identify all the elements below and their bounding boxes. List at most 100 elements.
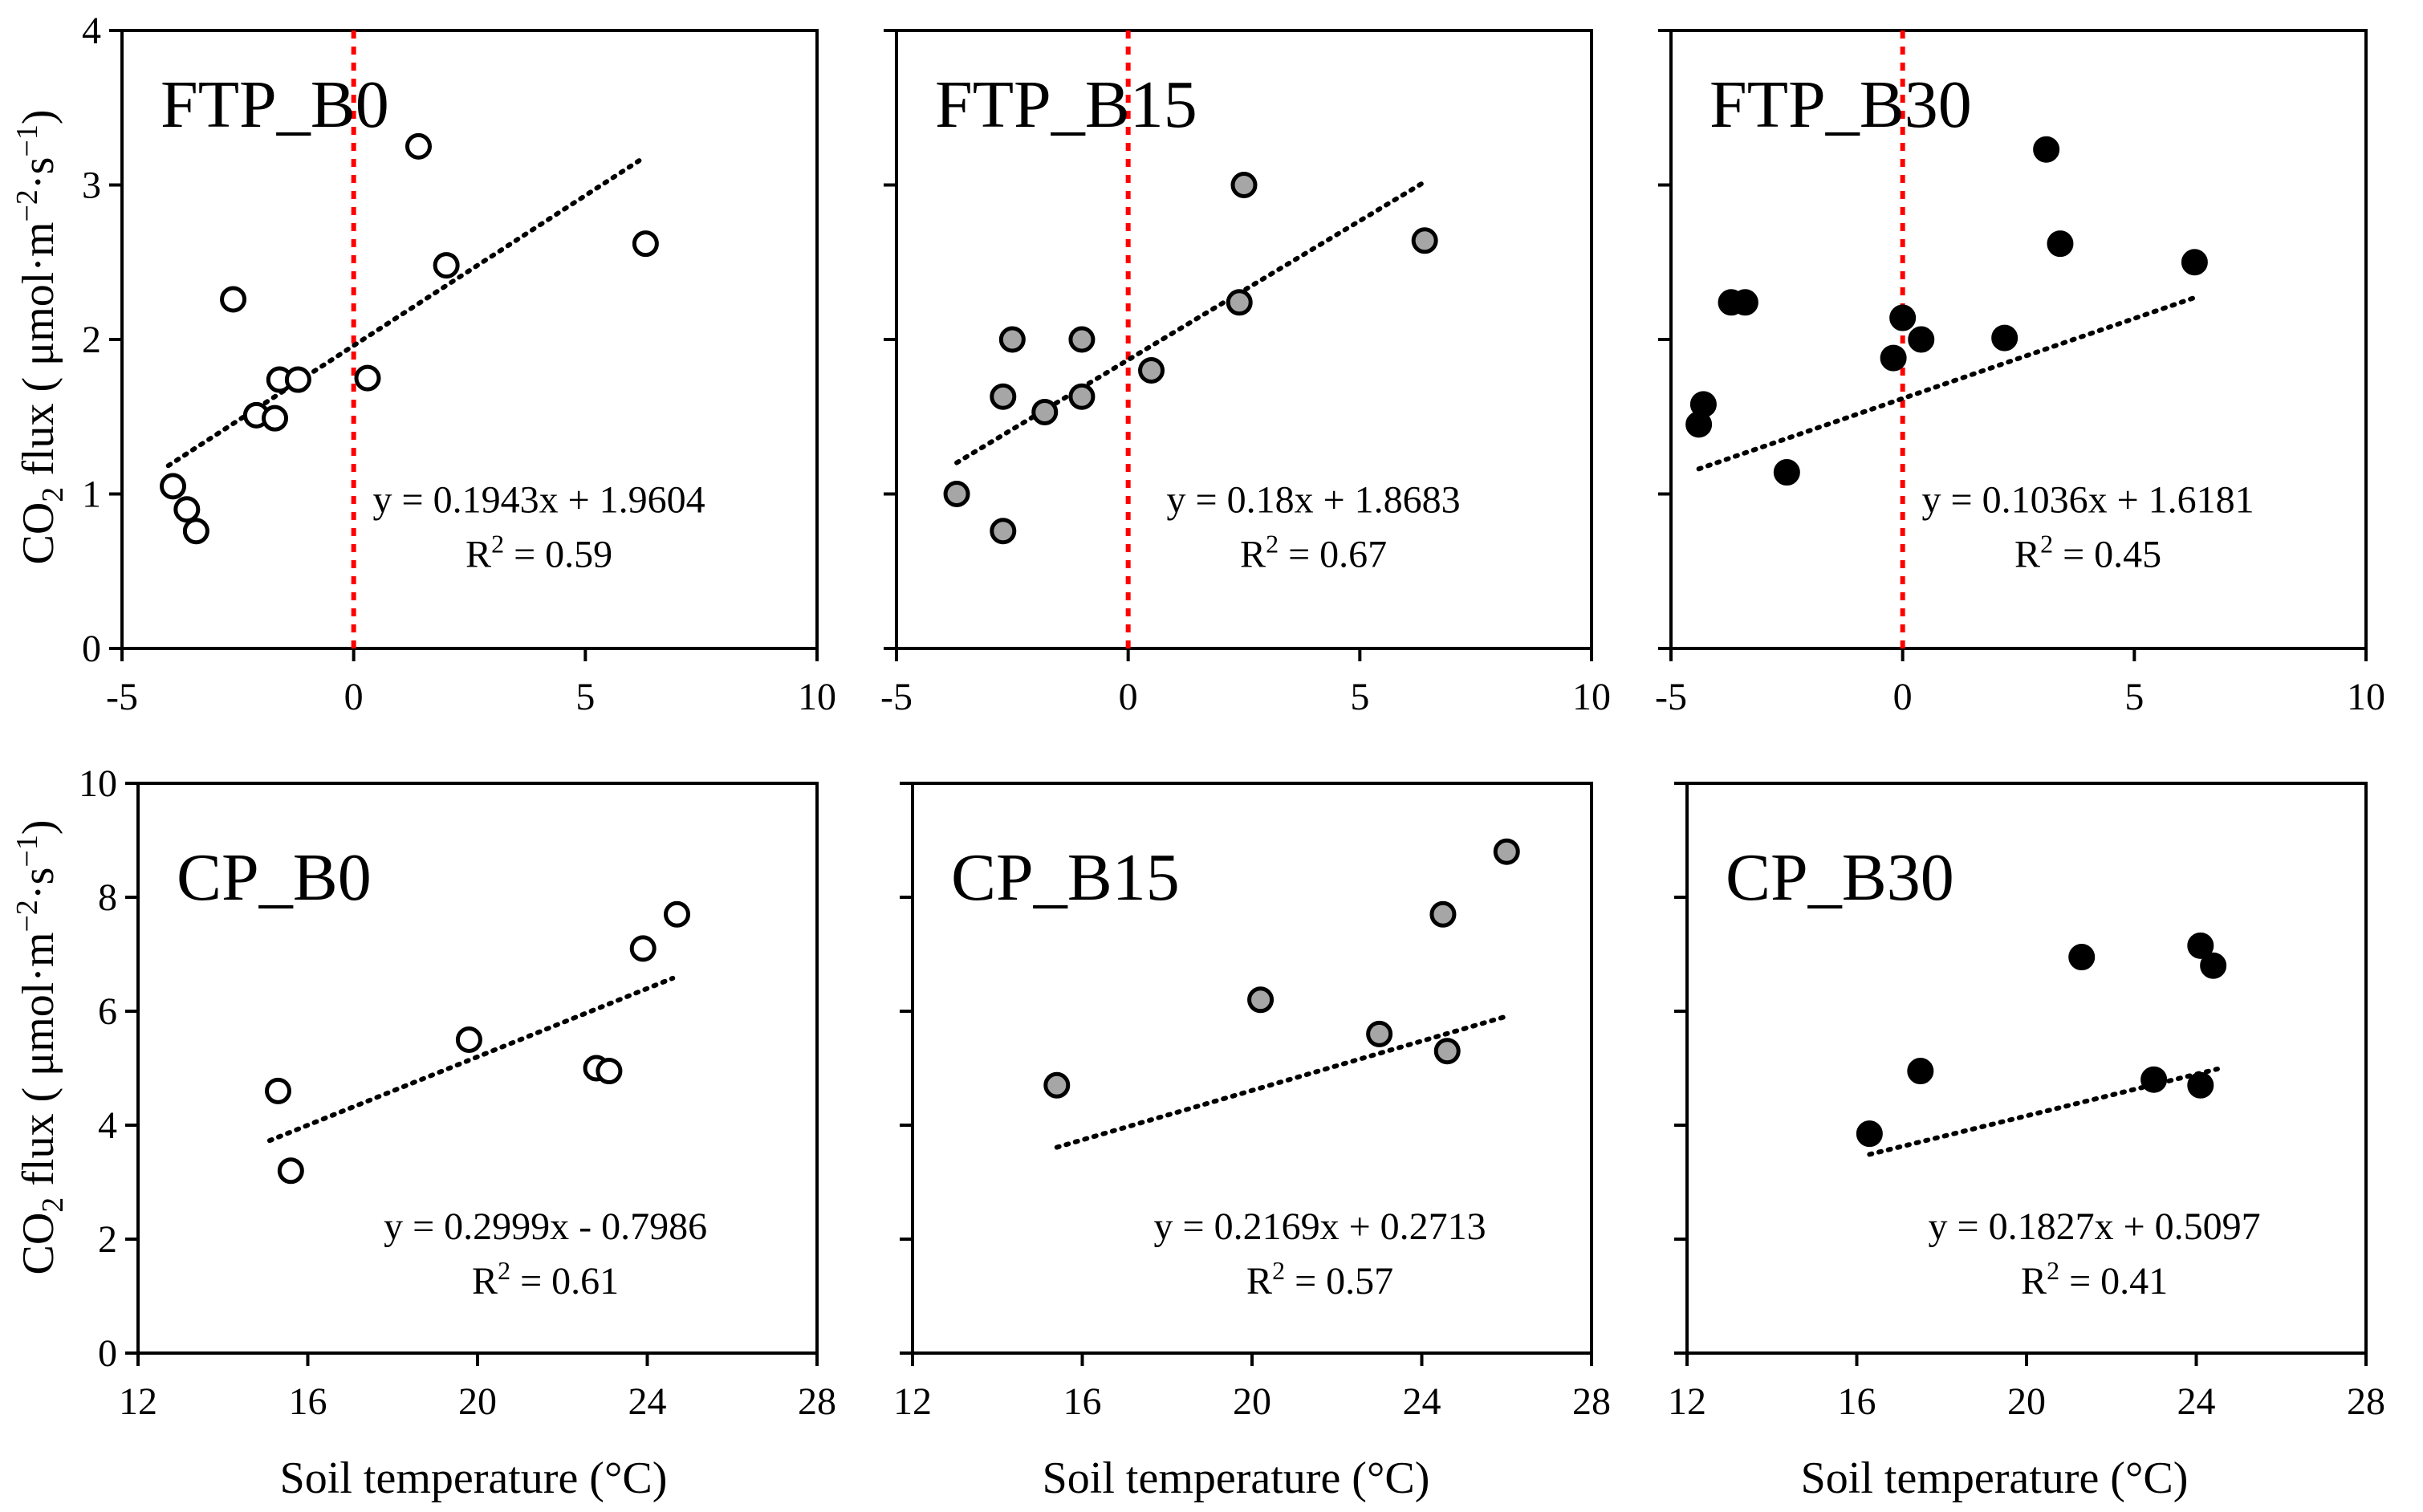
panel-3-data-point <box>1880 344 1907 372</box>
panel-5-x-tick-label: 24 <box>1403 1380 1441 1423</box>
panel-4-y-tick-label: 10 <box>79 762 117 805</box>
panel-2-x-tick-label: -5 <box>880 676 913 718</box>
panel-5-data-point <box>1433 1038 1461 1065</box>
panel-3-r-squared: R2 = 0.45 <box>2014 530 2161 576</box>
panel-5-x-tick-label: 12 <box>893 1380 932 1423</box>
panel-6-x-tick-label: 16 <box>1838 1380 1876 1423</box>
panel-2-data-point <box>1411 227 1438 254</box>
panel-6-data-point <box>1856 1120 1883 1148</box>
panel-1-data-point <box>632 230 659 258</box>
panel-1-data-point <box>433 252 460 279</box>
panel-5-label: CP_B15 <box>951 840 1180 915</box>
panel-4-r-squared: R2 = 0.61 <box>472 1256 619 1303</box>
panel-6-x-tick-label: 20 <box>2007 1380 2046 1423</box>
panel-3-data-point <box>1991 324 2018 352</box>
panel-3-equation: y = 0.1036x + 1.6181 <box>1922 479 2254 522</box>
panel-4-x-tick-label: 24 <box>628 1380 667 1423</box>
panel-4-x-tick-label: 16 <box>289 1380 327 1423</box>
panel-4-equation: y = 0.2999x - 0.7986 <box>384 1205 707 1248</box>
panel-4-data-point <box>264 1077 291 1104</box>
panel-1-y-tick-label: 0 <box>82 628 101 670</box>
panel-6-label: CP_B30 <box>1726 840 1954 915</box>
panel-1-y-tick-label: 2 <box>82 319 101 361</box>
panel-3-data-point <box>1773 459 1800 486</box>
panel-2-x-tick-label: 0 <box>1119 676 1138 718</box>
panel-2-data-point <box>1230 172 1258 198</box>
panel-2-trend-line <box>954 179 1428 465</box>
panel-4-label: CP_B0 <box>177 840 372 915</box>
panel-4-data-point <box>596 1058 623 1085</box>
panel-5-x-tick-label: 28 <box>1572 1380 1611 1423</box>
y-axis-title-bottom: CO2 flux ( μmol·m−2·s−1) <box>10 820 70 1275</box>
panel-6-data-point <box>1907 1058 1934 1085</box>
panel-2-data-point <box>998 326 1026 353</box>
panel-6-data-point <box>2187 1071 2214 1099</box>
panel-1-x-tick-label: -5 <box>106 676 138 718</box>
panel-6-x-tick-label: 12 <box>1668 1380 1706 1423</box>
panel-1-trend-line <box>165 156 644 469</box>
panel-1-label: FTP_B0 <box>161 67 389 142</box>
panel-3-data-point <box>1689 391 1717 418</box>
panel-1-x-tick-label: 5 <box>575 676 595 718</box>
panel-1-data-point <box>220 286 247 313</box>
panel-5-data-point <box>1366 1020 1393 1047</box>
panel-4-x-tick-label: 28 <box>798 1380 836 1423</box>
panel-5-r-squared: R2 = 0.57 <box>1246 1256 1393 1303</box>
panel-2-equation: y = 0.18x + 1.8683 <box>1167 479 1461 522</box>
panel-3-x-tick-label: 0 <box>1893 676 1913 718</box>
panel-3-data-point <box>2047 230 2074 258</box>
panel-1-y-tick-label: 4 <box>82 10 101 52</box>
panel-3-data-point <box>1731 289 1758 316</box>
x-axis-title-cp-b30: Soil temperature (°C) <box>1801 1453 2189 1503</box>
panel-1-x-tick-label: 10 <box>798 676 836 718</box>
panel-1-data-point <box>405 132 432 160</box>
panel-3-x-tick-label: 5 <box>2124 676 2144 718</box>
panel-2-data-point <box>943 481 970 507</box>
panel-5-x-tick-label: 20 <box>1233 1380 1271 1423</box>
panel-4-data-point <box>664 900 691 928</box>
panel-5-data-point <box>1493 838 1520 865</box>
panel-4-y-tick-label: 2 <box>98 1218 117 1261</box>
panel-2-data-point <box>990 518 1017 545</box>
panel-4-data-point <box>277 1157 304 1185</box>
panel-1-x-tick-label: 0 <box>344 676 364 718</box>
panel-4-data-point <box>455 1026 482 1053</box>
panel-3-data-point <box>2033 136 2060 163</box>
panel-6-data-point <box>2140 1066 2168 1093</box>
panel-6-r-squared: R2 = 0.41 <box>2021 1256 2168 1303</box>
panel-5-equation: y = 0.2169x + 0.2713 <box>1154 1205 1486 1248</box>
panel-1-equation: y = 0.1943x + 1.9604 <box>373 479 705 522</box>
panel-1-y-tick-label: 1 <box>82 474 101 516</box>
panel-3-data-point <box>2181 249 2208 276</box>
panel-2-data-point <box>1138 357 1165 384</box>
panel-4-y-tick-label: 4 <box>98 1104 117 1147</box>
panel-6-x-tick-label: 28 <box>2347 1380 2385 1423</box>
panel-2-x-tick-label: 10 <box>1572 676 1611 718</box>
panel-2-data-point <box>1031 398 1059 425</box>
panel-1-y-tick-label: 3 <box>82 165 101 207</box>
panel-1-r-squared: R2 = 0.59 <box>465 530 612 576</box>
panel-6-x-tick-label: 24 <box>2177 1380 2216 1423</box>
panel-3-data-point <box>1889 304 1917 331</box>
panel-1-data-point <box>173 496 201 523</box>
panel-2-data-point <box>1068 383 1096 410</box>
panel-2-r-squared: R2 = 0.67 <box>1240 530 1387 576</box>
panel-6-data-point <box>2068 944 2096 971</box>
panel-2-data-point <box>1068 326 1096 353</box>
panel-1-data-point <box>182 518 209 545</box>
panel-5-data-point <box>1429 900 1457 928</box>
panel-5-data-point <box>1247 986 1275 1014</box>
panel-4-y-tick-label: 6 <box>98 990 117 1033</box>
panel-4-y-tick-label: 8 <box>98 876 117 919</box>
panel-3-label: FTP_B30 <box>1710 67 1972 142</box>
panel-1-data-point <box>160 473 187 500</box>
y-axis-title-top: CO2 flux ( μmol·m−2·s−1) <box>10 110 70 565</box>
panel-6-data-point <box>2187 932 2214 959</box>
panel-1-data-point <box>354 364 381 392</box>
